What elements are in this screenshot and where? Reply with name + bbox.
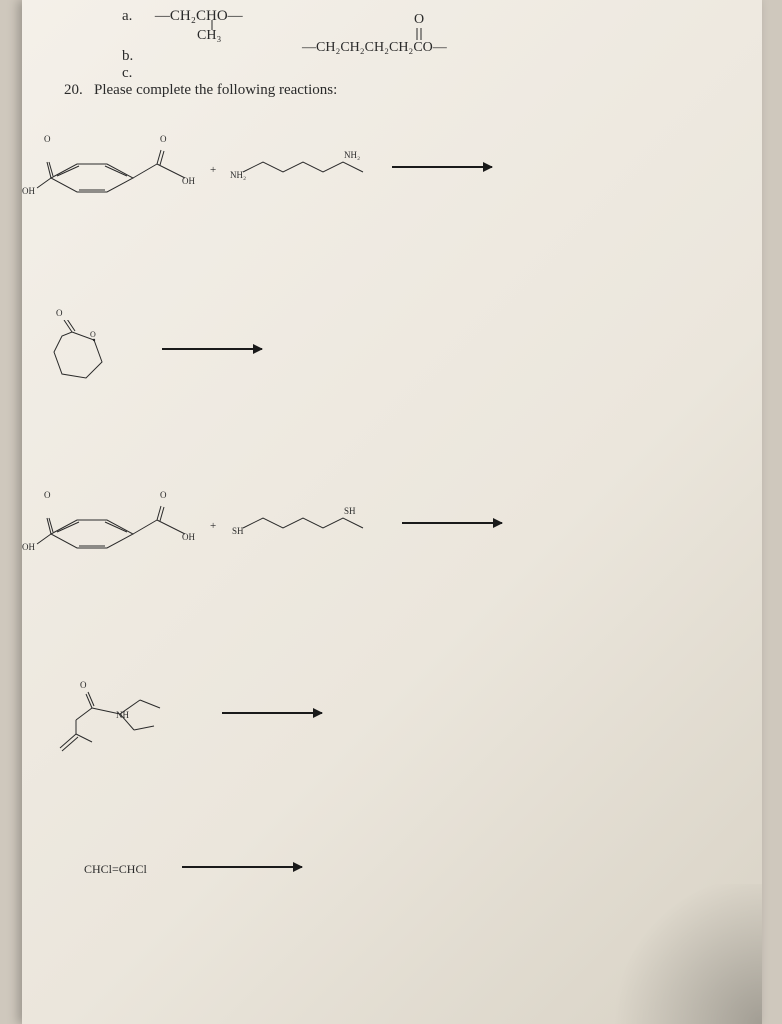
r1-oh2: OH <box>182 176 195 186</box>
r3-sh1: SH <box>232 526 244 536</box>
r1-diacid <box>27 140 217 200</box>
r1-arrow <box>392 166 492 168</box>
r1-nh2b: NH₂ <box>344 150 360 160</box>
r3-o2: O <box>160 490 167 500</box>
photo-shadow <box>602 884 762 1024</box>
r3-diacid <box>27 496 217 556</box>
r3-oh1: OH <box>22 542 35 552</box>
r5-text: CHCl=CHCl <box>84 862 147 877</box>
r2-arrow <box>162 348 262 350</box>
r2-o: O <box>56 308 63 318</box>
r1-o2: O <box>160 134 167 144</box>
r3-arrow <box>402 522 502 524</box>
r1-nh2a: NH₂ <box>230 170 246 180</box>
frag-c-row: c. <box>122 65 132 82</box>
question-20: 20. Please complete the following reacti… <box>64 82 337 99</box>
r4-o: O <box>80 680 87 690</box>
r2-lactone <box>42 320 122 390</box>
r2-ring-o: O <box>90 330 96 339</box>
r1-plus: + <box>210 164 216 176</box>
r3-sh2: SH <box>344 506 356 516</box>
r3-oh2: OH <box>182 532 195 542</box>
frag-b-row: b. <box>122 48 133 65</box>
question-text: Please complete the following reactions: <box>94 82 337 98</box>
r5-arrow <box>182 866 302 868</box>
r4-nh: NH <box>116 710 129 720</box>
frag-a-label: a. <box>122 8 132 24</box>
r4-arrow <box>222 712 322 714</box>
r3-dithiol <box>238 508 378 538</box>
r3-o1: O <box>44 490 51 500</box>
frag-a-row: a. —CH₂CHO— <box>122 8 243 25</box>
r3-plus: + <box>210 520 216 532</box>
frag-a-sub: CH₃ <box>197 28 221 44</box>
frag-b-text: —CH₂CH₂CH₂CH₂CO— <box>302 40 447 56</box>
r1-oh1: OH <box>22 186 35 196</box>
frag-b-label: b. <box>122 48 133 64</box>
frag-a-text: —CH₂CHO— <box>155 8 243 24</box>
frag-b-oxygen: O <box>414 12 424 42</box>
question-number: 20. <box>64 82 83 98</box>
r1-o1: O <box>44 134 51 144</box>
worksheet-page: a. —CH₂CHO— CH₃ b. O —CH₂CH₂CH₂CH₂CO— c.… <box>22 0 762 1024</box>
frag-c-label: c. <box>122 65 132 81</box>
frag-b-o-text: O <box>414 12 424 27</box>
